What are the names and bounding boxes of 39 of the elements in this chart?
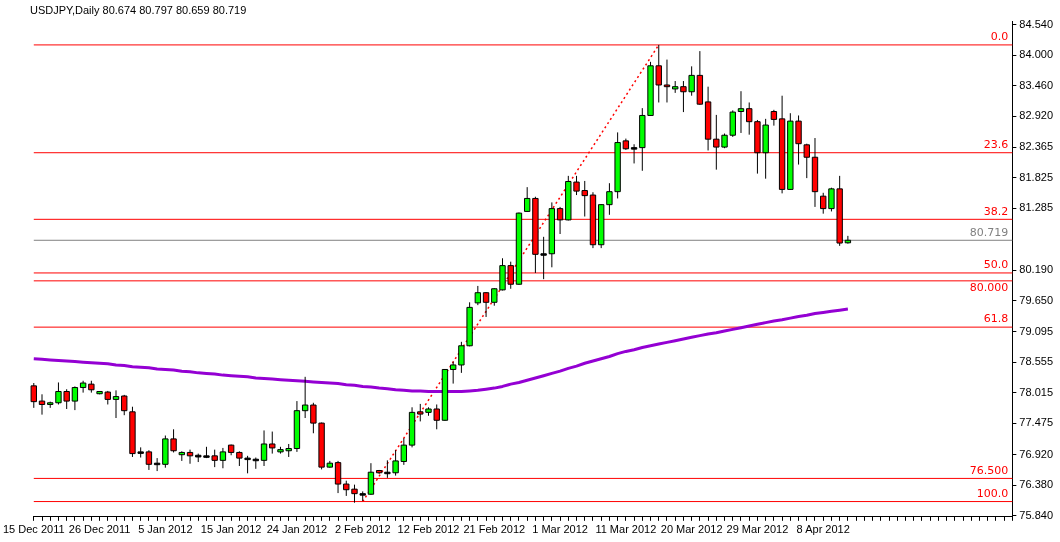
x-tick-label: 29 Mar 2012 (726, 523, 789, 536)
y-tick-label: 84.540 (1019, 17, 1054, 30)
annotation: 0.0 (990, 30, 1009, 44)
x-tick-label: 11 Mar 2012 (595, 523, 657, 536)
y-tick-label: 78.555 (1019, 355, 1054, 368)
y-tick-label: 80.190 (1019, 263, 1054, 276)
x-tick-label: 8 Apr 2012 (796, 523, 850, 536)
y-tick-label: 78.015 (1019, 385, 1054, 398)
ref-line-label: 80.719 (969, 225, 1009, 239)
y-tick-label: 77.475 (1019, 416, 1054, 429)
x-tick-label: 24 Jan 2012 (266, 523, 328, 536)
y-tick-label: 79.095 (1019, 324, 1054, 337)
y-tick-label: 84.000 (1019, 48, 1054, 61)
x-tick-label: 5 Jan 2012 (138, 523, 193, 536)
y-tick-label: 82.365 (1019, 140, 1054, 153)
y-tick-label: 76.920 (1019, 447, 1054, 460)
x-tick-label: 20 Mar 2012 (660, 523, 723, 536)
y-tick-label: 75.840 (1019, 508, 1054, 521)
x-tick-label: 1 Mar 2012 (532, 523, 588, 536)
ref-line-label: 76.500 (969, 463, 1009, 477)
x-tick-label: 21 Feb 2012 (463, 523, 526, 536)
y-tick-label: 79.650 (1019, 293, 1054, 306)
y-tick-label: 83.460 (1019, 78, 1054, 91)
annotation: 50.0 (983, 258, 1009, 272)
x-tick-label: 12 Feb 2012 (397, 523, 460, 536)
ref-line-label: 80.000 (969, 281, 1009, 295)
annotation: 61.8 (983, 312, 1009, 326)
y-tick-label: 81.825 (1019, 170, 1054, 183)
x-tick-label: 26 Dec 2011 (68, 523, 131, 536)
y-tick-label: 81.285 (1019, 201, 1054, 214)
annotation: 23.6 (983, 138, 1009, 152)
y-tick-label: 82.920 (1019, 109, 1054, 122)
x-tick-label: 15 Jan 2012 (200, 523, 262, 536)
annotation: 38.2 (983, 204, 1009, 218)
x-tick-label: 15 Dec 2011 (2, 523, 65, 536)
chart-title: USDJPY,Daily 80.674 80.797 80.659 80.719 (30, 3, 247, 16)
annotation: 100.0 (976, 486, 1009, 500)
y-tick-label: 76.380 (1019, 478, 1054, 491)
x-tick-label: 2 Feb 2012 (334, 523, 391, 536)
